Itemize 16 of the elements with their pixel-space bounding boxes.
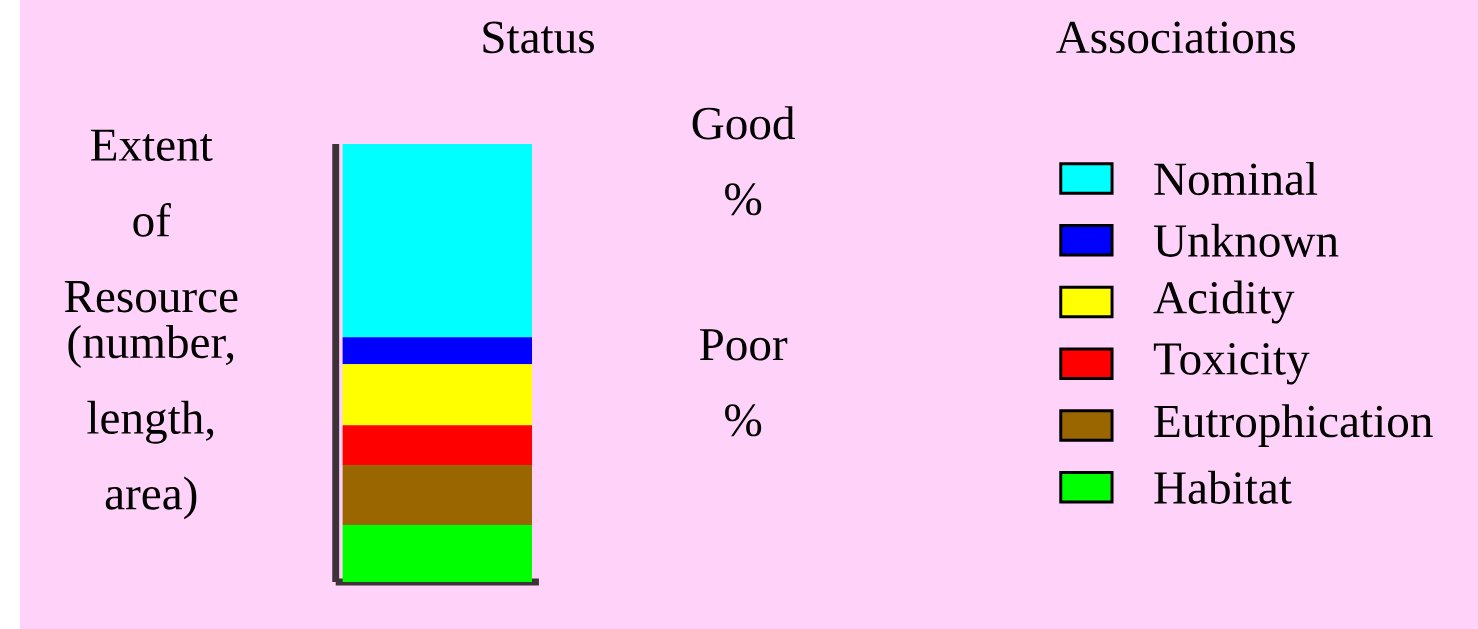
text: (number, length, area)	[68, 324, 234, 520]
text: Good %	[692, 106, 795, 216]
bar	[342, 336, 533, 365]
legend-label: Habitat	[1154, 470, 1292, 504]
legend-label: Acidity	[1153, 280, 1295, 324]
legend-label: Unknown	[1153, 223, 1339, 257]
text: Nominal	[1154, 161, 1318, 195]
legend-label: Toxicity	[1153, 342, 1310, 385]
legend-title: Associations	[1056, 21, 1296, 54]
y-axis-title: Extent of Resource	[64, 129, 238, 313]
bar	[342, 464, 533, 525]
text: Poor %	[699, 328, 788, 437]
legend-label: Eutrophication	[1154, 403, 1433, 447]
bar	[342, 425, 533, 465]
chart-title: Status	[483, 21, 594, 54]
bar	[342, 364, 533, 426]
